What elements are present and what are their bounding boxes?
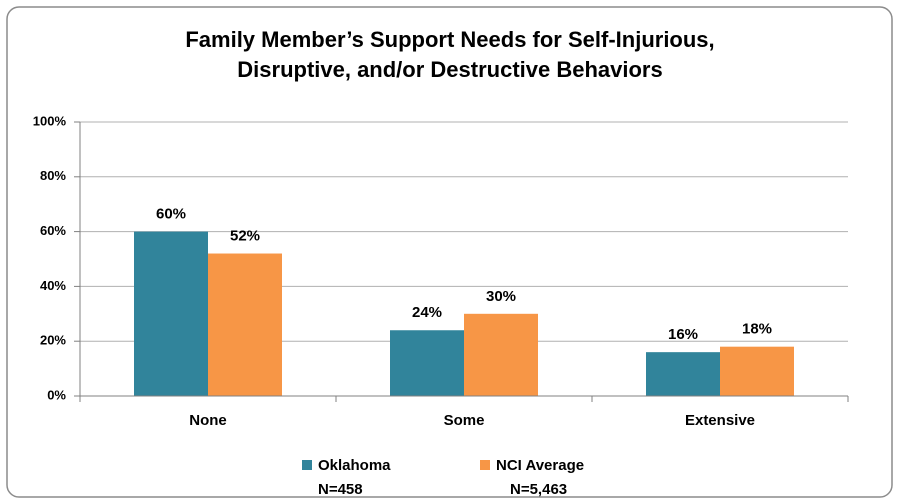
legend-label: NCI Average (496, 457, 584, 474)
legend-swatch (302, 460, 312, 470)
y-tick-label: 80% (40, 168, 66, 183)
x-tick-label: Extensive (685, 412, 755, 429)
value-label: 18% (742, 321, 772, 338)
y-tick-label: 100% (33, 113, 67, 128)
value-label: 24% (412, 304, 442, 321)
x-tick-label: None (189, 412, 227, 429)
value-label: 30% (486, 288, 516, 305)
bar (390, 330, 464, 396)
legend-label: Oklahoma (318, 457, 391, 474)
value-label: 60% (156, 206, 186, 223)
bar (720, 346, 794, 396)
bar (646, 352, 720, 396)
value-label: 16% (668, 326, 698, 343)
legend-swatch (480, 460, 490, 470)
y-tick-label: 40% (40, 278, 66, 293)
chart-title: Family Member’s Support Needs for Self-I… (185, 27, 714, 52)
legend-n: N=458 (318, 481, 363, 498)
y-tick-label: 0% (47, 387, 66, 402)
legend-n: N=5,463 (510, 481, 567, 498)
value-label: 52% (230, 227, 260, 244)
bar (464, 313, 538, 396)
bar (208, 253, 282, 396)
y-tick-label: 20% (40, 333, 66, 348)
y-tick-label: 60% (40, 223, 66, 238)
x-tick-label: Some (444, 412, 485, 429)
bar (134, 231, 208, 396)
chart-title: Disruptive, and/or Destructive Behaviors (237, 57, 662, 82)
